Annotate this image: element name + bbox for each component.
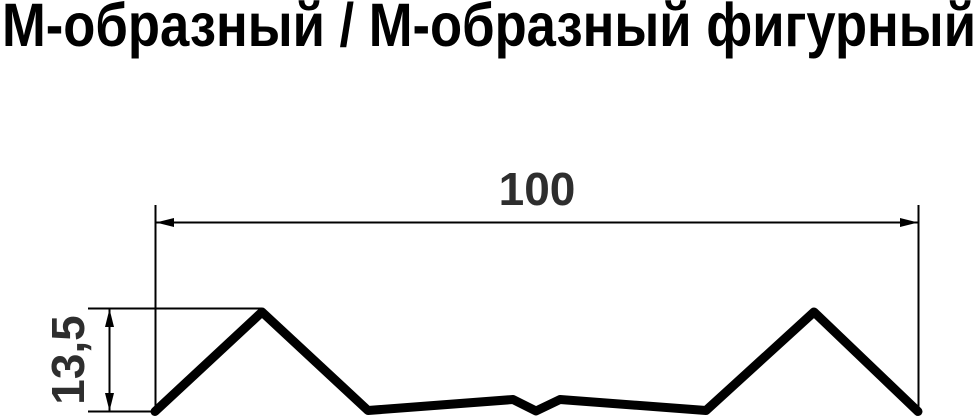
arrow-right-icon: [900, 218, 918, 227]
width-dimension-label: 100: [499, 163, 576, 215]
height-dimension-label: 13,5: [42, 315, 94, 405]
page-title: М-образный / М-образный фигурный: [2, 0, 976, 59]
arrow-down-icon: [105, 393, 114, 411]
m-profile-outline: [150, 307, 923, 416]
height-dimension: 13,5: [42, 307, 262, 413]
arrow-up-icon: [105, 309, 114, 327]
arrow-left-icon: [156, 218, 174, 227]
width-dimension: 100: [154, 163, 920, 413]
